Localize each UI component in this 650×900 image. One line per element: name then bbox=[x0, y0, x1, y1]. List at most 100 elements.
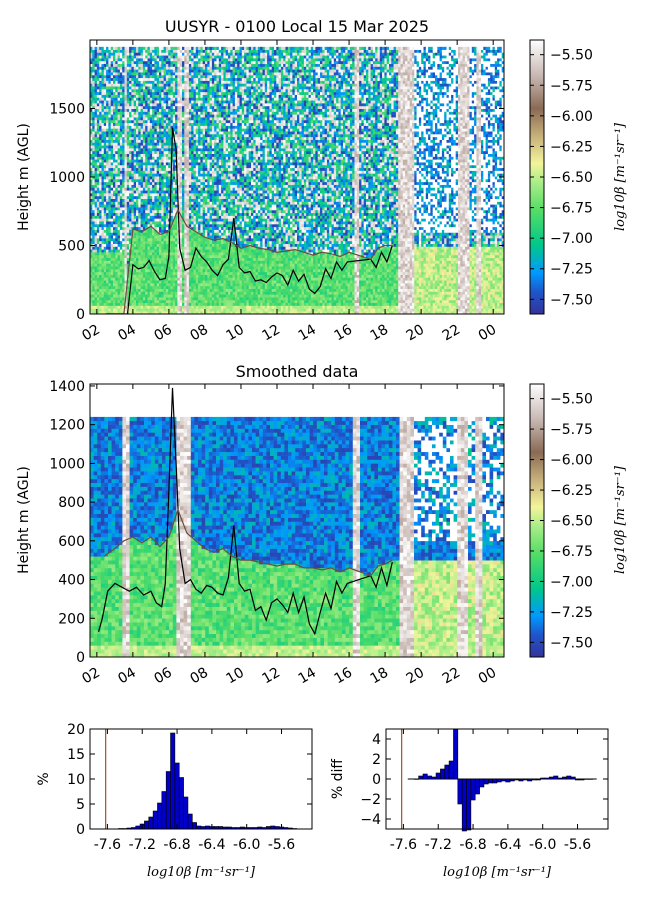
heatmap-cell bbox=[136, 114, 139, 118]
heatmap-cell bbox=[188, 63, 192, 67]
heatmap-cell bbox=[202, 66, 206, 70]
heatmap-cell bbox=[119, 156, 123, 160]
heatmap-cell bbox=[96, 209, 100, 214]
heatmap-cell bbox=[90, 139, 93, 143]
heatmap-cell bbox=[154, 100, 157, 104]
heatmap-cell bbox=[193, 226, 197, 230]
heatmap-cell bbox=[193, 72, 197, 76]
heatmap-cell bbox=[165, 142, 169, 146]
heatmap-cell bbox=[205, 148, 208, 152]
heatmap-cell bbox=[195, 111, 199, 115]
heatmap-cell bbox=[108, 97, 111, 101]
heatmap-cell bbox=[113, 162, 116, 166]
heatmap-cell bbox=[165, 103, 169, 107]
heatmap-cell bbox=[161, 142, 164, 146]
heatmap-cell bbox=[106, 156, 109, 160]
heatmap-cell bbox=[205, 72, 208, 76]
heatmap-cell bbox=[154, 97, 157, 101]
heatmap-cell bbox=[152, 207, 155, 211]
heatmap-cell bbox=[117, 139, 121, 143]
heatmap-cell bbox=[140, 136, 144, 140]
heatmap-cell bbox=[152, 181, 155, 185]
heatmap-cell bbox=[117, 305, 121, 309]
heatmap-cell bbox=[161, 204, 164, 208]
heatmap-cell bbox=[126, 226, 130, 230]
heatmap-cell bbox=[124, 277, 128, 281]
heatmap-cell bbox=[113, 72, 116, 76]
heatmap-cell bbox=[96, 252, 100, 256]
heatmap-cell bbox=[103, 299, 107, 304]
heatmap-cell bbox=[175, 274, 178, 278]
heatmap-cell bbox=[200, 122, 203, 126]
heatmap-cell bbox=[165, 198, 169, 202]
heatmap-cell bbox=[99, 283, 102, 287]
heatmap-cell bbox=[177, 170, 180, 174]
heatmap-cell bbox=[117, 195, 121, 199]
heatmap-cell bbox=[163, 142, 167, 146]
heatmap-cell bbox=[90, 89, 93, 93]
heatmap-cell bbox=[122, 139, 125, 143]
heatmap-cell bbox=[122, 209, 125, 214]
heatmap-cell bbox=[103, 170, 107, 174]
heatmap-cell bbox=[188, 218, 192, 222]
heatmap-cell bbox=[101, 49, 105, 53]
heatmap-cell bbox=[119, 181, 123, 185]
heatmap-cell bbox=[96, 311, 100, 314]
heatmap-cell bbox=[122, 108, 125, 112]
heatmap-cell bbox=[165, 80, 169, 84]
heatmap-cell bbox=[90, 297, 93, 301]
heatmap-cell bbox=[188, 72, 192, 76]
heatmap-cell bbox=[142, 294, 146, 298]
heatmap-cell bbox=[198, 136, 201, 140]
heatmap-cell bbox=[119, 207, 123, 211]
heatmap-cell bbox=[99, 232, 102, 236]
heatmap-cell bbox=[133, 238, 137, 242]
heatmap-cell bbox=[184, 89, 187, 93]
heatmap-cell bbox=[198, 294, 201, 298]
heatmap-cell bbox=[202, 288, 206, 292]
heatmap-cell bbox=[170, 285, 174, 289]
heatmap-cell bbox=[200, 280, 203, 284]
heatmap-cell bbox=[205, 49, 208, 53]
heatmap-cell bbox=[200, 103, 203, 107]
heatmap-cell bbox=[108, 238, 111, 242]
heatmap-cell bbox=[106, 91, 109, 95]
heatmap-cell bbox=[101, 114, 105, 118]
heatmap-cell bbox=[92, 257, 95, 261]
heatmap-cell bbox=[92, 97, 95, 101]
heatmap-cell bbox=[198, 77, 201, 81]
heatmap-cell bbox=[184, 229, 187, 233]
heatmap-cell bbox=[106, 243, 109, 247]
heatmap-cell bbox=[195, 221, 199, 225]
heatmap-cell bbox=[99, 131, 102, 135]
heatmap-cell bbox=[205, 277, 208, 281]
heatmap-cell bbox=[110, 285, 114, 289]
heatmap-cell bbox=[191, 305, 194, 309]
heatmap-cell bbox=[131, 86, 134, 90]
heatmap-cell bbox=[170, 80, 174, 84]
heatmap-cell bbox=[193, 86, 197, 90]
heatmap-cell bbox=[165, 291, 169, 295]
heatmap-cell bbox=[147, 156, 151, 160]
heatmap-cell bbox=[193, 190, 197, 194]
heatmap-cell bbox=[182, 187, 185, 191]
heatmap-cell bbox=[182, 212, 185, 216]
heatmap-cell bbox=[138, 91, 141, 95]
heatmap-cell bbox=[179, 164, 183, 169]
heatmap-cell bbox=[108, 105, 111, 110]
heatmap-cell bbox=[99, 173, 102, 177]
heatmap-cell bbox=[131, 246, 134, 250]
heatmap-cell bbox=[92, 235, 95, 239]
heatmap-cell bbox=[119, 269, 123, 273]
heatmap-cell bbox=[205, 125, 208, 129]
heatmap-cell bbox=[177, 305, 180, 309]
heatmap-cell bbox=[177, 308, 180, 312]
heatmap-cell bbox=[161, 283, 164, 287]
heatmap-cell bbox=[163, 224, 167, 228]
heatmap-cell bbox=[149, 66, 153, 70]
heatmap-cell bbox=[92, 66, 95, 70]
heatmap-cell bbox=[177, 89, 180, 93]
heatmap-cell bbox=[136, 218, 139, 222]
heatmap-cell bbox=[94, 224, 98, 228]
heatmap-cell bbox=[161, 134, 164, 138]
